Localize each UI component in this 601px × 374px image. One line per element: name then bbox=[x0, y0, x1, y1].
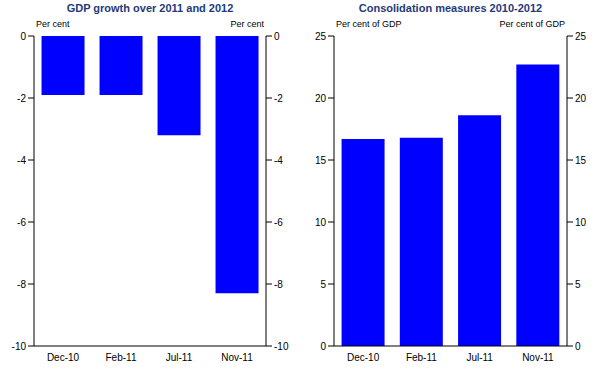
svg-text:Nov-11: Nov-11 bbox=[522, 352, 554, 363]
html-text:Per cent: Per cent bbox=[36, 19, 70, 29]
svg-text:-10: -10 bbox=[274, 341, 289, 352]
html-text:Per cent of GDP: Per cent of GDP bbox=[336, 19, 402, 29]
svg-text:-4: -4 bbox=[17, 155, 26, 166]
svg-text:Jul-11: Jul-11 bbox=[166, 352, 193, 363]
svg-text:10: 10 bbox=[575, 217, 587, 228]
svg-text:15: 15 bbox=[575, 155, 587, 166]
svg-text:25: 25 bbox=[315, 31, 327, 42]
svg-text:-8: -8 bbox=[274, 279, 283, 290]
svg-text:5: 5 bbox=[575, 279, 581, 290]
svg-text:0: 0 bbox=[575, 341, 581, 352]
html-text:Per cent: Per cent bbox=[230, 19, 264, 29]
html-text:GDP growth over 2011 and 2012: GDP growth over 2011 and 2012 bbox=[66, 2, 234, 14]
svg-text:Feb-11: Feb-11 bbox=[106, 352, 137, 363]
svg-text:Jul-11: Jul-11 bbox=[466, 352, 493, 363]
svg-text:5: 5 bbox=[320, 279, 326, 290]
svg-text:25: 25 bbox=[575, 31, 587, 42]
svg-text:-4: -4 bbox=[274, 155, 283, 166]
svg-text:-6: -6 bbox=[17, 217, 26, 228]
html-text:Per cent of GDP: Per cent of GDP bbox=[499, 19, 565, 29]
svg-text:0: 0 bbox=[20, 31, 26, 42]
svg-text:10: 10 bbox=[315, 217, 327, 228]
svg-text:Feb-11: Feb-11 bbox=[406, 352, 437, 363]
svg-text:-6: -6 bbox=[274, 217, 283, 228]
svg-text:-8: -8 bbox=[17, 279, 26, 290]
svg-text:-2: -2 bbox=[17, 93, 26, 104]
svg-text:-2: -2 bbox=[274, 93, 283, 104]
svg-text:Nov-11: Nov-11 bbox=[221, 352, 253, 363]
html-text:Consolidation measures 2010-20: Consolidation measures 2010-2012 bbox=[358, 2, 543, 14]
svg-text:0: 0 bbox=[320, 341, 326, 352]
svg-text:15: 15 bbox=[315, 155, 327, 166]
svg-text:-10: -10 bbox=[12, 341, 27, 352]
svg-text:Dec-10: Dec-10 bbox=[47, 352, 80, 363]
svg-text:Dec-10: Dec-10 bbox=[347, 352, 380, 363]
svg-text:20: 20 bbox=[315, 93, 327, 104]
svg-text:20: 20 bbox=[575, 93, 587, 104]
svg-text:0: 0 bbox=[274, 31, 280, 42]
